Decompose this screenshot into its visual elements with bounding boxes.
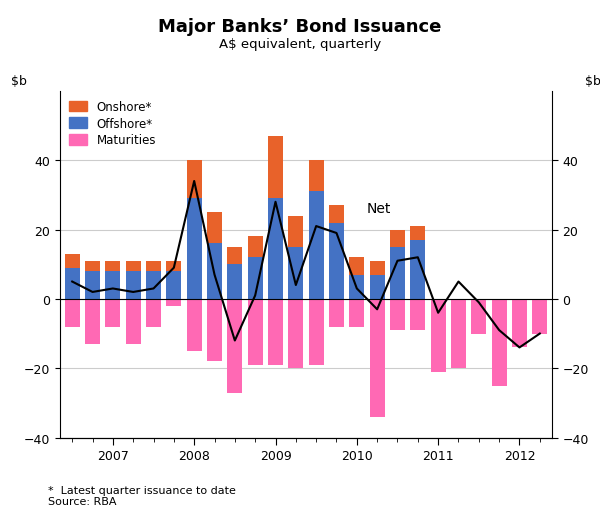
Bar	[268, 136, 283, 199]
Bar	[207, 299, 222, 361]
Bar	[308, 161, 324, 192]
Bar	[207, 244, 222, 299]
Bar	[125, 272, 141, 299]
Bar	[227, 299, 242, 393]
Bar	[410, 227, 425, 240]
Bar	[166, 272, 181, 299]
Bar	[390, 299, 405, 330]
Bar	[349, 275, 364, 299]
Bar	[370, 275, 385, 299]
Bar	[187, 199, 202, 299]
Bar	[288, 216, 304, 247]
Bar	[227, 247, 242, 265]
Bar	[390, 230, 405, 247]
Bar	[268, 299, 283, 365]
Bar	[166, 299, 181, 306]
Legend: Onshore*, Offshore*, Maturities: Onshore*, Offshore*, Maturities	[66, 98, 160, 151]
Bar	[308, 192, 324, 299]
Bar	[329, 206, 344, 223]
Bar	[65, 299, 80, 327]
Bar	[370, 261, 385, 275]
Bar	[207, 213, 222, 244]
Text: $b: $b	[586, 75, 600, 88]
Text: Net: Net	[367, 202, 391, 216]
Bar	[288, 247, 304, 299]
Bar	[187, 299, 202, 351]
Bar	[349, 299, 364, 327]
Bar	[451, 299, 466, 369]
Bar	[349, 258, 364, 275]
Bar	[85, 261, 100, 272]
Bar	[512, 299, 527, 348]
Bar	[410, 299, 425, 330]
Bar	[532, 299, 547, 334]
Bar	[65, 268, 80, 299]
Bar	[268, 199, 283, 299]
Bar	[125, 299, 141, 344]
Bar	[146, 272, 161, 299]
Bar	[146, 261, 161, 272]
Bar	[410, 240, 425, 299]
Text: A$ equivalent, quarterly: A$ equivalent, quarterly	[219, 38, 381, 51]
Bar	[248, 237, 263, 258]
Bar	[65, 254, 80, 268]
Bar	[491, 299, 507, 386]
Bar	[105, 299, 121, 327]
Bar	[227, 265, 242, 299]
Bar	[166, 261, 181, 272]
Bar	[85, 299, 100, 344]
Bar	[146, 299, 161, 327]
Bar	[248, 258, 263, 299]
Bar	[248, 299, 263, 365]
Text: $b: $b	[11, 75, 26, 88]
Bar	[390, 247, 405, 299]
Bar	[288, 299, 304, 369]
Bar	[431, 299, 446, 372]
Bar	[308, 299, 324, 365]
Bar	[329, 223, 344, 299]
Text: *  Latest quarter issuance to date
Source: RBA: * Latest quarter issuance to date Source…	[48, 485, 236, 506]
Bar	[187, 161, 202, 199]
Bar	[105, 261, 121, 272]
Bar	[105, 272, 121, 299]
Bar	[471, 299, 487, 334]
Bar	[329, 299, 344, 327]
Text: Major Banks’ Bond Issuance: Major Banks’ Bond Issuance	[158, 18, 442, 36]
Bar	[370, 299, 385, 417]
Bar	[125, 261, 141, 272]
Bar	[85, 272, 100, 299]
